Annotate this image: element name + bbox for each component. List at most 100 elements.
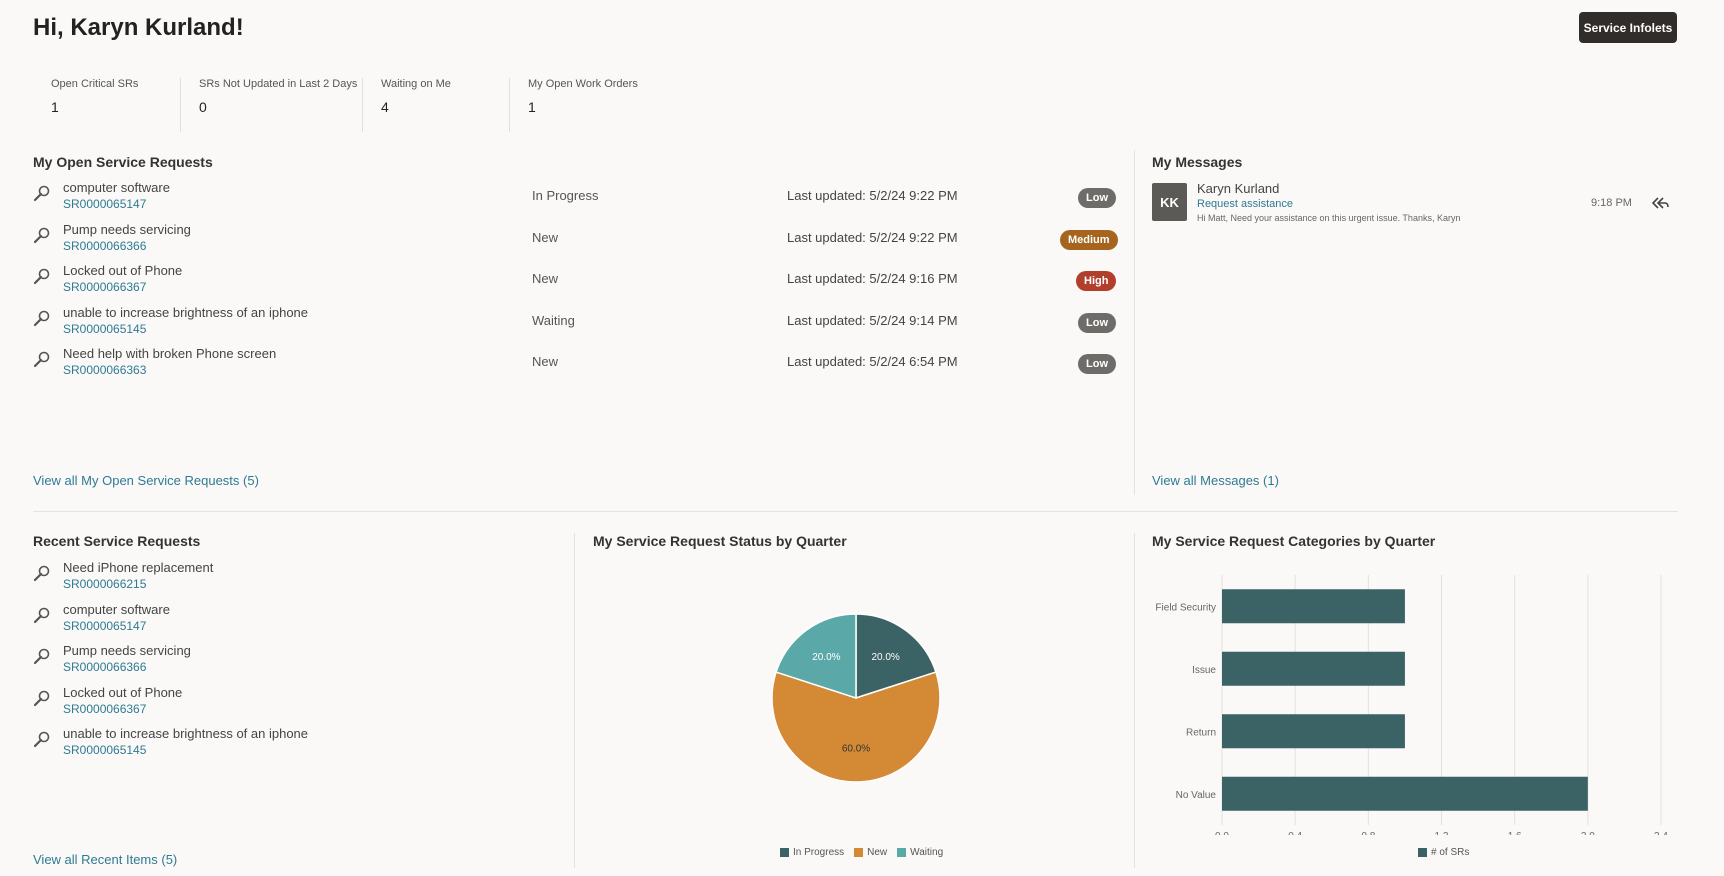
table-row[interactable]: Need help with broken Phone screen SR0000… [32, 346, 1122, 386]
pie-slice-waiting[interactable] [775, 613, 857, 700]
column-divider [1134, 150, 1135, 495]
sr-title[interactable]: unable to increase brightness of an ipho… [63, 726, 309, 741]
wrench-icon [32, 184, 52, 204]
wrench-icon [32, 309, 52, 329]
sr-last-updated: Last updated: 5/2/24 9:22 PM [787, 229, 958, 245]
open-srs-title: My Open Service Requests [33, 154, 213, 170]
column-divider [1134, 533, 1135, 868]
messages-title: My Messages [1152, 154, 1243, 170]
list-item[interactable]: unable to increase brightness of an ipho… [32, 726, 552, 766]
status-pie-chart: 20.0% 60.0% 20.0% [771, 613, 941, 783]
page-title: Hi, Karyn Kurland! [33, 14, 244, 41]
message-preview: Hi Matt, Need your assistance on this ur… [1197, 213, 1461, 223]
message-sender: Karyn Kurland [1197, 181, 1280, 196]
sr-number-link[interactable]: SR0000066367 [63, 701, 147, 716]
metric-label: SRs Not Updated in Last 2 Days [199, 78, 358, 90]
sr-last-updated: Last updated: 5/2/24 9:14 PM [787, 312, 958, 328]
x-tick-label: 2.4 [1654, 831, 1668, 835]
metric-label: My Open Work Orders [528, 78, 638, 90]
metric-value: 1 [51, 99, 59, 115]
sr-number-link[interactable]: SR0000066363 [63, 363, 147, 377]
sr-title[interactable]: computer software [63, 180, 170, 195]
wrench-icon [32, 689, 52, 709]
pie-slice-new[interactable] [771, 671, 941, 783]
x-tick-label: 0.8 [1361, 831, 1375, 835]
message-subject-link[interactable]: Request assistance [1197, 198, 1293, 210]
x-tick-label: 1.2 [1435, 831, 1449, 835]
priority-badge: High [1076, 271, 1117, 291]
sr-title[interactable]: Pump needs servicing [63, 221, 191, 237]
metric-value: 0 [199, 99, 207, 115]
bar-return[interactable] [1222, 714, 1405, 749]
sr-title[interactable]: Pump needs servicing [63, 643, 191, 658]
table-row[interactable]: Locked out of Phone SR0000066367 New Last u… [32, 263, 1122, 303]
sr-number-link[interactable]: SR0000065145 [63, 321, 147, 336]
sr-last-updated: Last updated: 5/2/24 9:16 PM [787, 271, 958, 286]
bar-legend: # of SRs [1418, 847, 1469, 858]
sr-status: Waiting [532, 312, 575, 328]
sr-number-link[interactable]: SR0000065145 [63, 743, 147, 757]
legend-item-new: New [854, 847, 887, 858]
view-all-open-srs-link[interactable]: View all My Open Service Requests (5) [33, 473, 259, 488]
pie-slice-in-progress[interactable] [855, 613, 937, 700]
metric-waiting-on-me[interactable]: Waiting on Me 4 [362, 78, 542, 132]
metric-not-updated[interactable]: SRs Not Updated in Last 2 Days 0 [180, 78, 360, 132]
bar-field-security[interactable] [1222, 589, 1405, 624]
sr-number-link[interactable]: SR0000065147 [63, 197, 147, 211]
status-chart-title: My Service Request Status by Quarter [593, 533, 847, 549]
wrench-icon [32, 564, 52, 584]
service-infolets-button[interactable]: Service Infolets [1579, 12, 1677, 43]
sr-number-link[interactable]: SR0000065147 [63, 618, 147, 633]
sr-number-link[interactable]: SR0000066215 [63, 577, 147, 591]
metric-value: 4 [381, 99, 389, 115]
wrench-icon [32, 647, 52, 667]
y-tick-label: Field Security [1155, 602, 1216, 613]
list-item[interactable]: Pump needs servicing SR0000066366 [32, 643, 552, 683]
reply-all-icon[interactable] [1651, 195, 1669, 211]
wrench-icon [32, 606, 52, 626]
sr-title[interactable]: Need iPhone replacement [63, 560, 214, 575]
section-divider [33, 511, 1678, 512]
metric-open-work-orders[interactable]: My Open Work Orders 1 [509, 78, 689, 132]
sr-number-link[interactable]: SR0000066366 [63, 660, 147, 674]
table-row[interactable]: computer software SR0000065147 In Progress… [32, 180, 1122, 220]
x-tick-label: 0.4 [1288, 831, 1302, 835]
priority-badge: Low [1078, 312, 1116, 333]
sr-number-link[interactable]: SR0000066366 [63, 238, 147, 253]
view-all-recent-link[interactable]: View all Recent Items (5) [33, 852, 178, 867]
table-row[interactable]: Pump needs servicing SR0000066366 New Last … [32, 222, 1122, 262]
pie-data-label: 20.0% [871, 652, 899, 663]
sr-title[interactable]: computer software [63, 601, 170, 617]
x-tick-label: 1.6 [1508, 831, 1522, 835]
sr-title[interactable]: Need help with broken Phone screen [63, 346, 277, 361]
list-item[interactable]: computer software SR0000065147 [32, 602, 552, 642]
sr-title[interactable]: Locked out of Phone [63, 263, 183, 278]
y-tick-label: No Value [1176, 790, 1217, 801]
metric-value: 1 [528, 99, 536, 115]
table-row[interactable]: unable to increase brightness of an ipho… [32, 305, 1122, 345]
sr-title[interactable]: Locked out of Phone [63, 684, 183, 700]
message-time: 9:18 PM [1591, 197, 1632, 209]
legend-item-waiting: Waiting [897, 847, 943, 858]
sr-number-link[interactable]: SR0000066367 [63, 280, 147, 294]
legend-item-in-progress: In Progress [780, 847, 844, 858]
view-all-messages-link[interactable]: View all Messages (1) [1152, 473, 1279, 488]
column-divider [574, 533, 575, 868]
list-item[interactable]: Need iPhone replacement SR0000066215 [32, 560, 552, 600]
wrench-icon [32, 730, 52, 750]
metric-label: Open Critical SRs [51, 78, 139, 90]
legend-item-num-srs: # of SRs [1418, 847, 1469, 858]
bar-issue[interactable] [1222, 651, 1405, 686]
metric-open-critical[interactable]: Open Critical SRs 1 [33, 78, 213, 132]
priority-badge: Low [1078, 188, 1116, 208]
pie-data-label: 20.0% [812, 652, 840, 663]
categories-bar-chart: 0.0 0.4 0.8 1.2 1.6 2.0 2.4 Field Security Issue… [1155, 575, 1668, 835]
sr-status: New [532, 354, 559, 369]
sr-title[interactable]: unable to increase brightness of an ipho… [63, 304, 309, 320]
avatar: KK [1152, 183, 1187, 221]
list-item[interactable]: Locked out of Phone SR0000066367 [32, 685, 552, 725]
recent-srs-title: Recent Service Requests [33, 533, 201, 549]
bar-no-value[interactable] [1222, 776, 1588, 811]
wrench-icon [32, 267, 52, 287]
pie-data-label: 60.0% [842, 743, 870, 754]
